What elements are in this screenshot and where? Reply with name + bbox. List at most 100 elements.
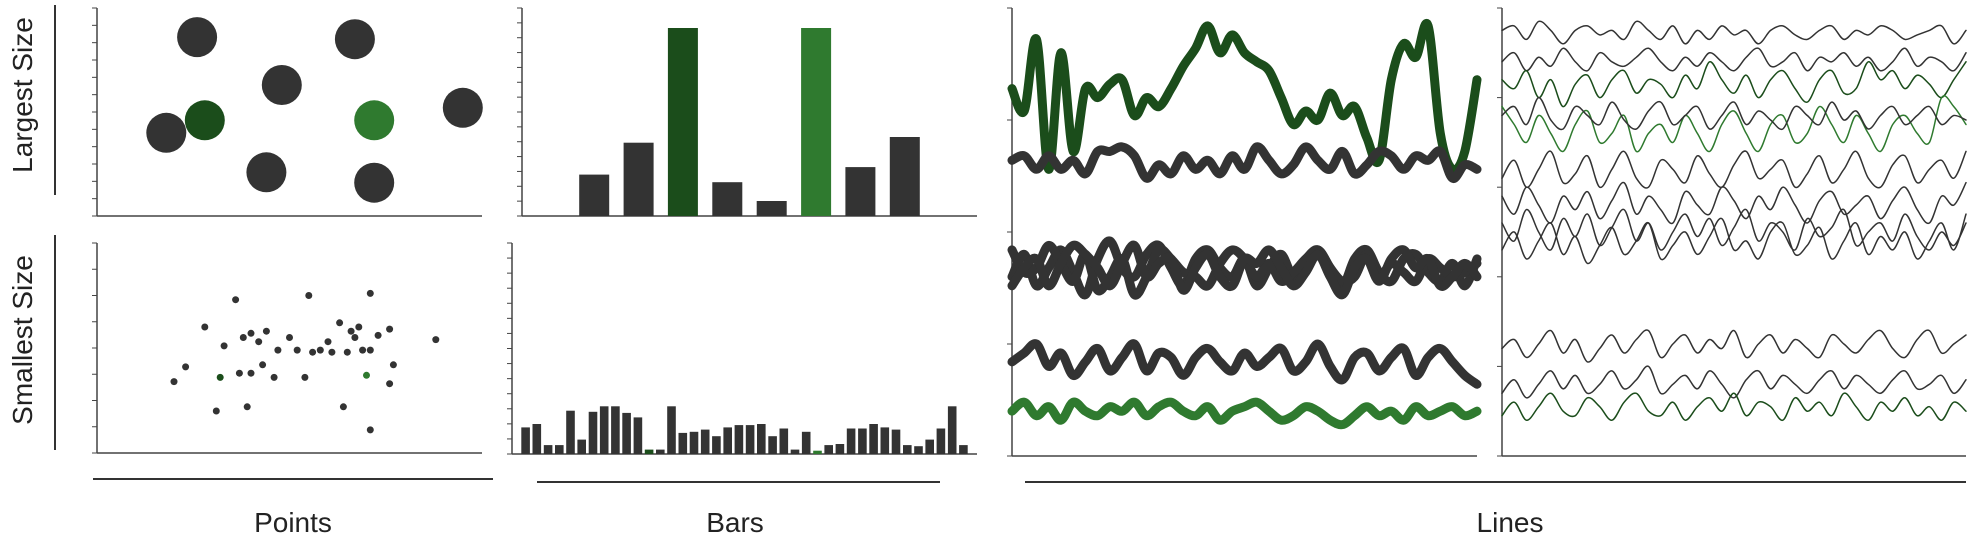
points-smallest-point xyxy=(363,371,370,379)
column-label-bars: Bars xyxy=(706,507,764,538)
bars-largest-bar xyxy=(712,182,743,216)
bars-smallest-bar xyxy=(745,425,755,454)
points-smallest-point xyxy=(232,296,240,304)
points-smallest-point xyxy=(374,331,382,339)
bars-smallest-bar xyxy=(521,427,530,454)
points-smallest-point xyxy=(355,323,363,331)
lines-smallest-series-line xyxy=(1501,392,1967,421)
points-largest-point xyxy=(261,65,302,105)
lines-smallest-series-line xyxy=(1501,181,1967,225)
bars-smallest-bar xyxy=(599,406,609,454)
points-smallest-point xyxy=(339,403,347,411)
bars-smallest-bar xyxy=(712,436,721,454)
bars-smallest-bar xyxy=(869,424,878,454)
points-smallest-point xyxy=(389,361,397,369)
bars-smallest-bar xyxy=(891,429,901,454)
points-smallest-point xyxy=(243,403,251,411)
panel-points-largest xyxy=(92,7,483,217)
lines-largest-series-line xyxy=(1007,397,1482,430)
bars-smallest-bar xyxy=(801,431,811,454)
points-smallest-point xyxy=(262,327,270,335)
bars-smallest-bar xyxy=(656,449,665,454)
points-smallest-point xyxy=(351,334,359,341)
bars-smallest-bar xyxy=(577,439,586,454)
points-largest-point xyxy=(177,17,218,58)
bars-largest-bar xyxy=(667,28,698,216)
panel-points-smallest xyxy=(92,242,482,454)
bars-largest-bar xyxy=(623,142,654,216)
bars-smallest-bar xyxy=(858,428,867,454)
panel-lines-largest xyxy=(1007,7,1482,457)
lines-smallest-series-line xyxy=(1501,213,1967,265)
bars-smallest-bar xyxy=(925,439,934,454)
bars-smallest-bar xyxy=(757,424,766,454)
bars-smallest-bar xyxy=(723,427,732,454)
points-smallest-point xyxy=(328,348,336,356)
points-largest-point xyxy=(354,162,395,203)
row-label-smallest: Smallest Size xyxy=(7,255,38,425)
points-smallest-point xyxy=(386,380,394,388)
points-smallest-point xyxy=(216,373,224,381)
points-largest-point xyxy=(354,100,395,141)
bars-largest-bar xyxy=(845,167,876,216)
points-smallest-point xyxy=(301,373,309,381)
bars-largest-bar xyxy=(579,174,610,216)
bars-smallest-bar xyxy=(903,445,912,454)
lines-largest-series-line xyxy=(1007,142,1482,183)
column-label-points: Points xyxy=(254,507,332,538)
points-smallest-point xyxy=(366,426,374,434)
points-smallest-point xyxy=(170,378,178,386)
bars-smallest-bar xyxy=(835,444,845,454)
bars-smallest-bar xyxy=(936,428,946,454)
lines-smallest-series-line xyxy=(1501,61,1967,108)
points-smallest-point xyxy=(347,327,355,335)
points-smallest-point xyxy=(239,334,247,341)
lines-smallest-series-line xyxy=(1501,96,1967,131)
bars-smallest-bar xyxy=(566,410,575,454)
bars-smallest-bar xyxy=(779,428,789,454)
lines-largest-series-line xyxy=(1007,18,1482,175)
lines-smallest-series-line xyxy=(1501,365,1967,399)
bars-smallest-bar xyxy=(667,406,676,454)
bars-smallest-bar xyxy=(790,449,800,454)
bars-smallest-bar xyxy=(555,445,564,454)
points-largest-point xyxy=(184,100,225,141)
panel-bars-largest xyxy=(517,7,977,217)
points-largest-point xyxy=(442,87,483,128)
lines-smallest-series-line xyxy=(1501,20,1967,45)
points-smallest-point xyxy=(259,361,267,369)
points-largest-point xyxy=(146,112,187,153)
bars-smallest-bar xyxy=(622,412,631,454)
bars-smallest-bar xyxy=(959,445,968,454)
bars-smallest-bar xyxy=(947,406,957,454)
lines-smallest-series-line xyxy=(1501,208,1967,251)
points-smallest-point xyxy=(343,348,351,356)
bars-smallest-bar xyxy=(846,428,856,454)
points-smallest-point xyxy=(316,346,324,354)
points-smallest-point xyxy=(270,373,278,381)
points-smallest-point xyxy=(324,338,332,346)
bars-smallest-bar xyxy=(813,450,822,454)
panel-lines-smallest xyxy=(1497,7,1967,457)
lines-smallest-series-line xyxy=(1501,95,1967,153)
bars-smallest-bar xyxy=(588,411,598,454)
points-smallest-point xyxy=(220,342,228,350)
points-smallest-point xyxy=(359,346,367,354)
points-smallest-point xyxy=(293,346,301,354)
bars-smallest-bar xyxy=(689,431,699,454)
bars-smallest-bar xyxy=(880,427,890,454)
lines-largest-series-line xyxy=(1007,339,1482,389)
panel-bars-smallest xyxy=(507,242,977,455)
points-smallest-point xyxy=(274,346,282,354)
points-smallest-point xyxy=(235,369,243,377)
points-smallest-point xyxy=(336,319,344,327)
bars-largest-bar xyxy=(801,28,832,216)
lines-largest-series-line xyxy=(1007,240,1482,300)
lines-smallest-series-line xyxy=(1501,150,1967,189)
lines-smallest-series-line xyxy=(1501,329,1967,363)
points-smallest-point xyxy=(366,289,374,297)
lines-smallest-series-line xyxy=(1501,47,1967,72)
bars-smallest-bar xyxy=(644,449,654,454)
points-smallest-point xyxy=(182,363,190,371)
